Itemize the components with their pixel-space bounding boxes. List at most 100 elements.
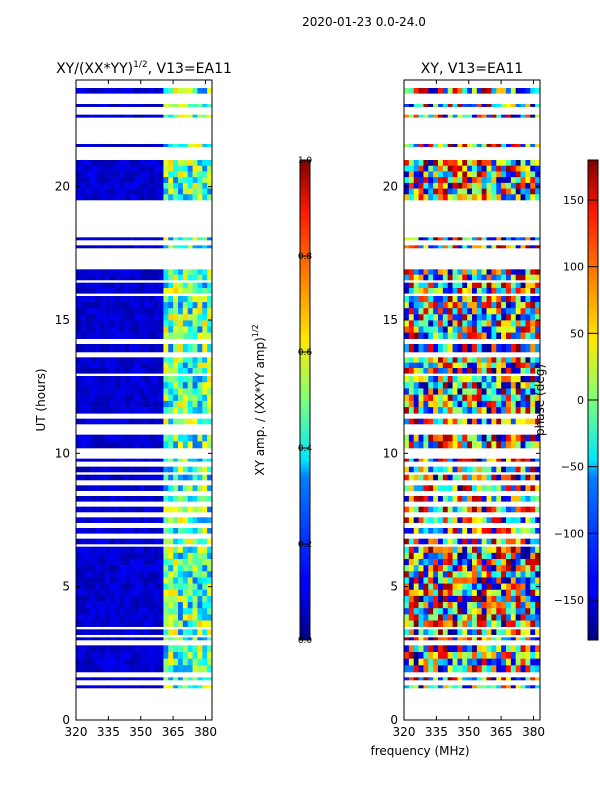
heatmap-cell — [76, 620, 82, 627]
heatmap-cell — [119, 517, 125, 523]
heatmap-cell — [428, 418, 434, 425]
heatmap-cell — [496, 485, 502, 491]
heatmap-cell — [163, 558, 169, 566]
heatmap-cell — [515, 685, 521, 689]
heatmap-cell — [438, 528, 444, 534]
heatmap-cell — [423, 441, 429, 449]
heatmap-cell — [80, 620, 87, 627]
heatmap-cell — [148, 571, 155, 578]
heatmap-cell — [520, 194, 526, 201]
heatmap-cell — [95, 577, 101, 584]
heatmap-cell — [535, 577, 541, 584]
heatmap-cell — [404, 652, 410, 659]
heatmap-cell — [515, 320, 521, 327]
heatmap-cell — [207, 288, 213, 294]
heatmap-cell — [501, 496, 507, 502]
heatmap-cell — [428, 677, 434, 681]
heatmap-cell — [139, 182, 145, 189]
heatmap-cell — [85, 114, 91, 118]
heatmap-cell — [447, 538, 453, 545]
heatmap-cell — [163, 182, 169, 189]
heatmap-cell — [476, 177, 483, 184]
heatmap-cell — [491, 418, 497, 425]
heatmap-cell — [178, 362, 184, 369]
heatmap-cell — [187, 344, 193, 353]
heatmap-cell — [105, 577, 111, 584]
heatmap-cell — [168, 237, 174, 241]
amplitude-colorbar-gradient — [299, 159, 311, 641]
heatmap-cell — [447, 629, 453, 635]
heatmap-cell — [520, 326, 526, 333]
heatmap-cell — [408, 571, 415, 578]
heatmap-cell — [496, 665, 502, 673]
heatmap-cell — [76, 296, 82, 303]
heatmap-cell — [139, 165, 145, 172]
heatmap-cell — [178, 614, 184, 621]
heatmap-cell — [452, 589, 458, 597]
heatmap-cell — [481, 589, 487, 597]
heatmap-cell — [520, 308, 526, 315]
heatmap-cell — [418, 194, 424, 201]
heatmap-cell — [418, 104, 424, 107]
heatmap-cell — [105, 685, 111, 689]
heatmap-cell — [486, 595, 492, 603]
heatmap-cell — [182, 506, 189, 513]
heatmap-cell — [163, 517, 169, 523]
heatmap-cell — [408, 288, 415, 294]
heatmap-cell — [168, 388, 174, 395]
heatmap-cell — [476, 171, 483, 178]
heatmap-cell — [491, 496, 497, 502]
heatmap-cell — [472, 357, 478, 363]
heatmap-cell — [472, 608, 478, 615]
heatmap-cell — [197, 388, 203, 395]
heatmap-cell — [114, 165, 121, 172]
heatmap-cell — [491, 652, 497, 659]
heatmap-cell — [486, 332, 492, 339]
heatmap-cell — [124, 302, 130, 309]
heatmap-cell — [80, 637, 87, 641]
heatmap-cell — [447, 388, 453, 395]
heatmap-cell — [134, 685, 140, 689]
heatmap-cell — [85, 357, 91, 363]
heatmap-cell — [207, 538, 213, 545]
heatmap-cell — [506, 269, 512, 275]
heatmap-cell — [168, 602, 174, 609]
heatmap-cell — [119, 288, 125, 294]
heatmap-cell — [520, 274, 526, 281]
heatmap-cell — [408, 441, 415, 449]
heatmap-cell — [100, 104, 106, 107]
heatmap-cell — [139, 602, 145, 609]
heatmap-cell — [100, 441, 106, 449]
heatmap-cell — [404, 434, 410, 442]
heatmap-cell — [105, 308, 111, 315]
heatmap-cell — [433, 434, 439, 442]
heatmap-cell — [525, 394, 531, 402]
heatmap-cell — [438, 407, 444, 414]
heatmap-cell — [90, 614, 96, 621]
heatmap-cell — [525, 418, 531, 425]
heatmap-cell — [173, 652, 179, 659]
heatmap-cell — [168, 589, 174, 597]
heatmap-cell — [452, 302, 458, 309]
heatmap-cell — [520, 400, 526, 408]
heatmap-cell — [197, 466, 203, 473]
heatmap-cell — [462, 400, 468, 408]
heatmap-cell — [510, 144, 517, 147]
heatmap-cell — [134, 558, 140, 566]
heatmap-cell — [134, 194, 140, 201]
heatmap-cell — [192, 274, 198, 281]
heatmap-cell — [413, 114, 419, 118]
heatmap-cell — [457, 104, 463, 107]
heatmap-cell — [462, 637, 468, 641]
heatmap-cell — [100, 368, 106, 374]
heatmap-cell — [457, 558, 463, 566]
heatmap-cell — [530, 441, 536, 449]
heatmap-cell — [119, 344, 125, 353]
heatmap-cell — [144, 269, 150, 275]
heatmap-cell — [173, 282, 179, 289]
heatmap-cell — [110, 602, 116, 609]
heatmap-cell — [144, 171, 150, 178]
heatmap-cell — [207, 394, 213, 402]
heatmap-cell — [178, 577, 184, 584]
heatmap-cell — [139, 344, 145, 353]
